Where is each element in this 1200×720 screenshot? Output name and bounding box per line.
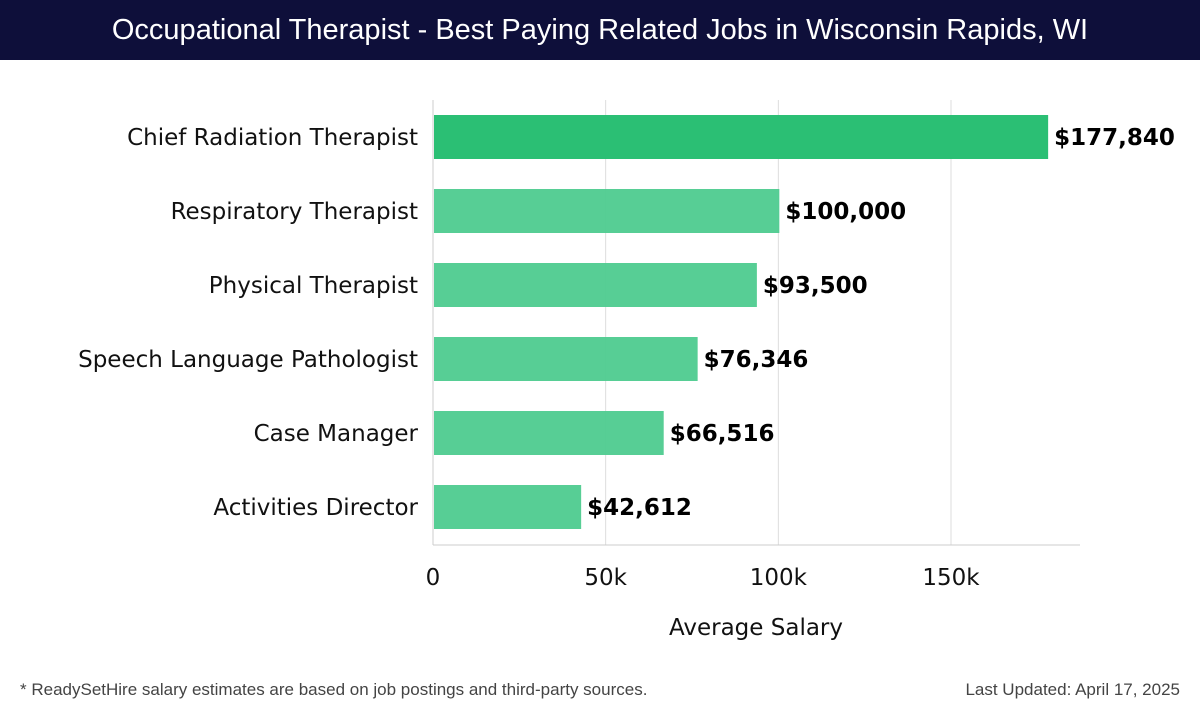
category-label: Case Manager	[254, 421, 419, 447]
x-tick-label: 0	[426, 565, 441, 591]
x-tick-label: 100k	[750, 565, 808, 591]
bar	[434, 485, 582, 529]
bar	[434, 189, 780, 233]
chart-title-bar: Occupational Therapist - Best Paying Rel…	[0, 0, 1200, 60]
x-tick-label: 50k	[584, 565, 627, 591]
value-label: $76,346	[704, 347, 809, 373]
salary-bar-chart: Chief Radiation Therapist $177,840 Respira…	[78, 100, 1175, 641]
x-tick-label: 150k	[922, 565, 980, 591]
category-label: Physical Therapist	[209, 273, 418, 299]
bar	[434, 411, 664, 455]
last-updated: Last Updated: April 17, 2025	[965, 680, 1180, 699]
category-label: Speech Language Pathologist	[78, 347, 418, 373]
x-axis-title: Average Salary	[669, 615, 843, 641]
value-label: $93,500	[763, 273, 868, 299]
value-label: $100,000	[785, 199, 906, 225]
category-label: Respiratory Therapist	[171, 199, 418, 225]
bar	[434, 115, 1049, 159]
bar	[434, 337, 698, 381]
category-label: Chief Radiation Therapist	[127, 125, 418, 151]
value-label: $42,612	[587, 495, 692, 521]
chart-title: Occupational Therapist - Best Paying Rel…	[111, 13, 1089, 46]
value-label: $177,840	[1054, 125, 1175, 151]
value-label: $66,516	[670, 421, 775, 447]
footer-note: * ReadySetHire salary estimates are base…	[20, 680, 648, 699]
bar	[434, 263, 757, 307]
category-label: Activities Director	[213, 495, 418, 521]
